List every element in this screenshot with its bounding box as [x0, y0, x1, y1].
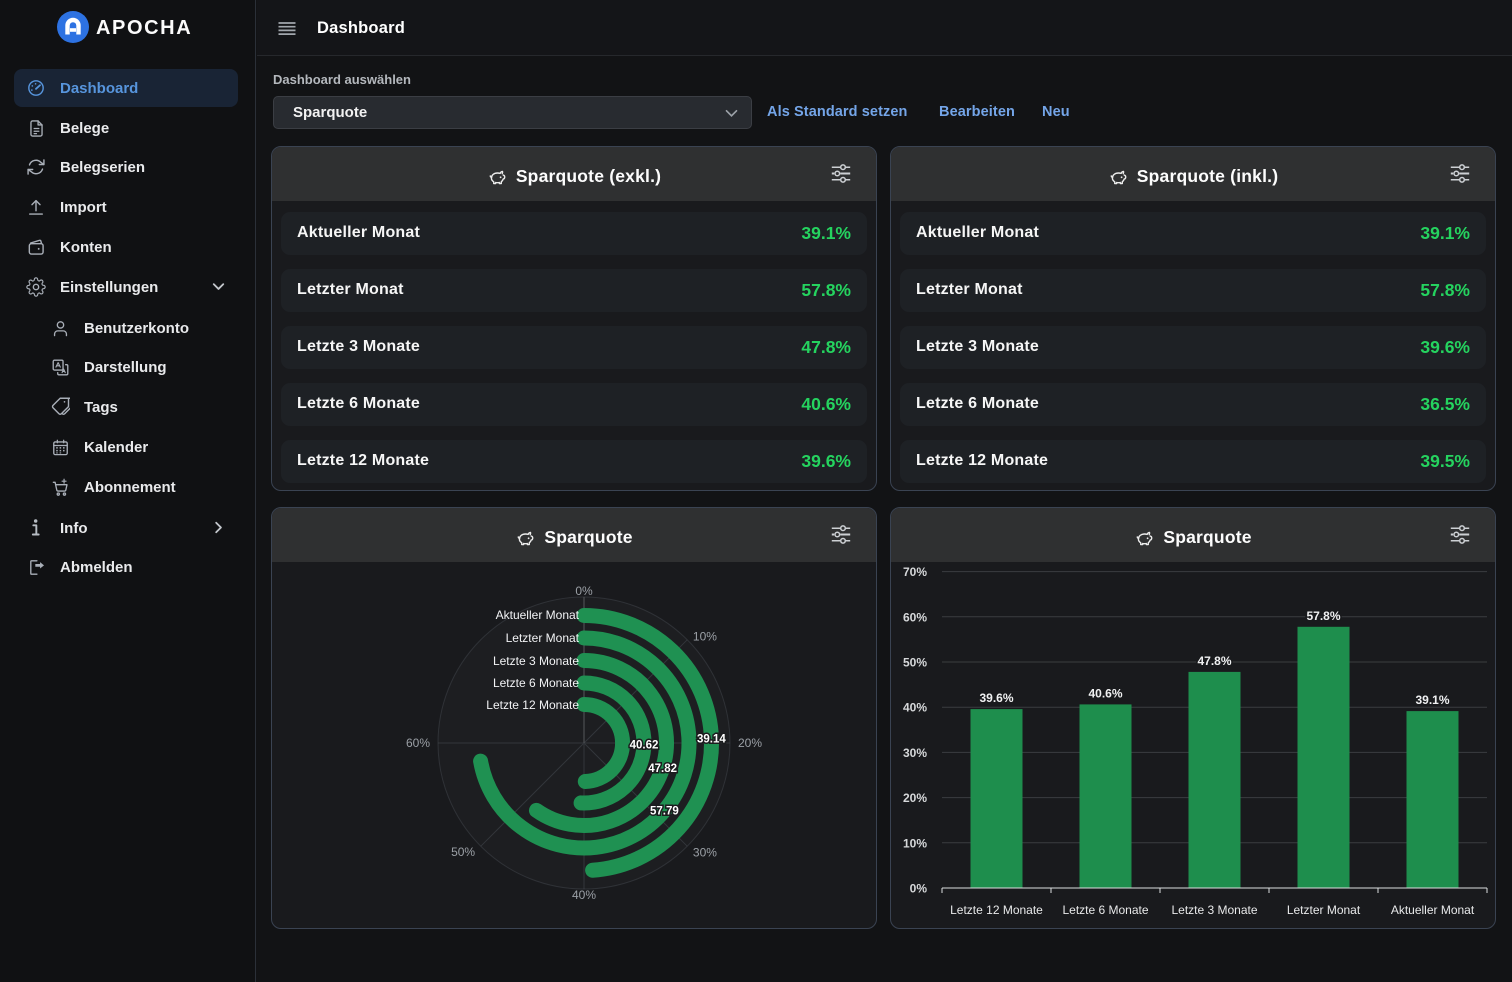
svg-text:Letzte 12 Monate: Letzte 12 Monate: [486, 698, 579, 712]
svg-text:Letzte 6 Monate: Letzte 6 Monate: [1062, 903, 1148, 917]
svg-text:Letzte 6 Monate: Letzte 6 Monate: [493, 676, 579, 690]
svg-text:Letzte 12 Monate: Letzte 12 Monate: [950, 903, 1043, 917]
svg-text:40%: 40%: [572, 888, 596, 902]
svg-text:60%: 60%: [903, 610, 927, 624]
svg-text:50%: 50%: [903, 656, 927, 670]
svg-text:39.14: 39.14: [697, 734, 726, 746]
svg-text:Aktueller Monat: Aktueller Monat: [1391, 903, 1475, 917]
svg-text:30%: 30%: [903, 746, 927, 760]
svg-text:70%: 70%: [903, 565, 927, 579]
svg-text:20%: 20%: [738, 736, 762, 750]
svg-text:0%: 0%: [910, 882, 928, 896]
svg-text:Aktueller Monat: Aktueller Monat: [496, 608, 580, 622]
svg-text:60%: 60%: [406, 736, 430, 750]
svg-text:47.8%: 47.8%: [1197, 654, 1231, 668]
svg-text:39.6%: 39.6%: [979, 691, 1013, 705]
svg-text:40.62: 40.62: [630, 740, 659, 752]
svg-text:Letzte 3 Monate: Letzte 3 Monate: [1171, 903, 1257, 917]
svg-text:39.1%: 39.1%: [1415, 693, 1449, 707]
svg-text:50%: 50%: [451, 845, 475, 859]
svg-text:57.79: 57.79: [650, 806, 679, 818]
svg-text:Letzter Monat: Letzter Monat: [506, 631, 580, 645]
svg-text:40%: 40%: [903, 701, 927, 715]
svg-text:Letzter Monat: Letzter Monat: [1287, 903, 1361, 917]
svg-text:57.8%: 57.8%: [1306, 609, 1340, 623]
svg-text:10%: 10%: [903, 836, 927, 850]
svg-text:30%: 30%: [693, 845, 717, 859]
svg-text:Letzte 3 Monate: Letzte 3 Monate: [493, 654, 579, 668]
svg-text:20%: 20%: [903, 791, 927, 805]
svg-text:10%: 10%: [693, 629, 717, 643]
svg-text:0%: 0%: [575, 584, 593, 598]
svg-text:40.6%: 40.6%: [1088, 686, 1122, 700]
svg-text:47.82: 47.82: [648, 763, 677, 775]
